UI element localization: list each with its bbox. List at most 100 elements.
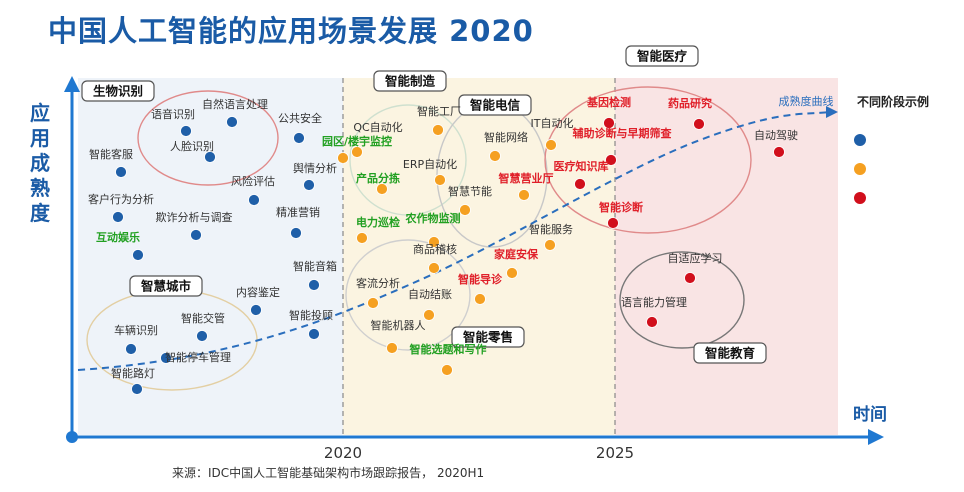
stage-region-future [615, 78, 838, 435]
point-marker [337, 152, 349, 164]
y-axis-arrow-icon [64, 76, 80, 92]
point-18: 智能路灯 [111, 366, 155, 395]
source-note: 来源：IDC中国人工智能基础架构市场跟踪报告， 2020H1 [172, 466, 485, 480]
point-label: 自动驾驶 [754, 128, 798, 142]
point-marker [308, 328, 320, 340]
point-label: 智能网络 [484, 130, 528, 144]
point-marker [180, 125, 192, 137]
point-5: 智能客服 [89, 147, 133, 178]
point-marker [204, 151, 216, 163]
point-21: 园区/楼宇监控 [322, 134, 392, 158]
point-label: 自适应学习 [668, 251, 723, 265]
point-marker [603, 117, 615, 129]
x-tick-2020: 2020 [324, 444, 362, 462]
point-37: 智能选题和写作 [410, 342, 487, 376]
point-1: 语音识别 [151, 107, 195, 137]
point-marker [474, 293, 486, 305]
point-38: 基因检测 [586, 95, 631, 129]
cluster-tag-2: 智能制造 [373, 70, 447, 92]
point-marker [693, 118, 705, 130]
point-marker [428, 236, 440, 248]
point-label: 智能交管 [181, 311, 225, 325]
stage-region-near-term [343, 78, 615, 435]
cluster-tag-1: 生物识别 [81, 80, 155, 102]
point-label: 药品研究 [668, 96, 712, 110]
point-label: 客户行为分析 [88, 192, 154, 206]
point-label: 自动结账 [408, 288, 452, 301]
cluster-tag-3: 智能电信 [458, 94, 532, 116]
point-label: 公共安全 [278, 111, 322, 125]
point-marker [376, 183, 388, 195]
point-marker [303, 179, 315, 191]
point-label: 产品分拣 [356, 171, 400, 185]
point-label: QC自动化 [353, 120, 402, 134]
legend-dot-3 [854, 192, 866, 204]
point-2: 自然语言处理 [202, 97, 268, 128]
point-marker [132, 249, 144, 261]
point-29: 农作物监测 [405, 211, 461, 248]
cluster-tag-7: 智能教育 [693, 342, 767, 364]
point-marker [248, 194, 260, 206]
point-11: 互动娱乐 [96, 230, 144, 261]
point-label: 欺诈分析与调查 [156, 210, 233, 224]
point-16: 智能交管 [181, 311, 225, 342]
point-label: 客流分析 [356, 276, 400, 290]
point-label: 风险评估 [231, 174, 275, 188]
point-17: 智能停车管理 [160, 350, 231, 364]
point-marker [115, 166, 127, 178]
point-label: 智能导诊 [458, 272, 503, 286]
maturity-curve-label: 成熟度曲线 [779, 94, 834, 108]
axis-origin [66, 431, 78, 443]
point-label: 智慧节能 [448, 184, 492, 198]
cluster-ellipse-2 [349, 104, 467, 216]
point-12: 智能音箱 [293, 259, 337, 291]
cluster-ellipse-1 [137, 90, 279, 186]
point-label: 商品稽核 [413, 242, 457, 256]
point-label: 精准营销 [276, 205, 320, 219]
point-marker [607, 217, 619, 229]
point-27: 智慧营业厅 [499, 171, 554, 201]
point-26: IT自动化 [531, 116, 573, 151]
point-marker [489, 150, 501, 162]
point-label: 园区/楼宇监控 [322, 134, 392, 148]
point-23: ERP自动化 [403, 157, 457, 186]
cluster-ellipse-7 [619, 251, 745, 349]
point-marker [160, 352, 172, 364]
point-marker [226, 116, 238, 128]
point-34: 智能导诊 [458, 272, 503, 305]
point-marker [428, 262, 440, 274]
cluster-tag-label: 智能电信 [469, 98, 521, 113]
point-label: 智能工厂 [417, 104, 461, 118]
point-label: 语音识别 [151, 107, 195, 121]
point-marker [506, 267, 518, 279]
x-tick-2025: 2025 [596, 444, 634, 462]
point-36: 智能机器人 [371, 318, 426, 354]
point-marker [432, 124, 444, 136]
point-marker [196, 330, 208, 342]
cluster-tag-label: 智能教育 [704, 346, 756, 361]
point-label: 车辆识别 [114, 323, 158, 337]
point-marker [574, 178, 586, 190]
point-marker [646, 316, 658, 328]
point-15: 车辆识别 [114, 323, 158, 355]
point-label: ERP自动化 [403, 157, 457, 171]
point-19: QC自动化 [337, 120, 403, 164]
point-marker [544, 239, 556, 251]
y-axis-label: 应用成熟度 [30, 101, 51, 225]
legend-dot-1 [854, 134, 866, 146]
point-marker [125, 343, 137, 355]
point-24: 智能网络 [484, 130, 528, 162]
maturity-curve [77, 111, 831, 371]
cluster-tag-label: 智能医疗 [636, 49, 688, 64]
point-9: 欺诈分析与调查 [156, 210, 233, 241]
point-label: 内容鉴定 [236, 285, 280, 299]
cluster-ellipse-6 [345, 239, 471, 351]
point-label: 智能选题和写作 [410, 342, 487, 356]
point-marker [131, 383, 143, 395]
point-6: 舆情分析 [293, 161, 337, 191]
point-marker [434, 174, 446, 186]
point-8: 客户行为分析 [88, 192, 154, 223]
point-marker [684, 272, 696, 284]
cluster-tag-6: 智能零售 [451, 326, 525, 348]
point-label: 农作物监测 [405, 211, 461, 225]
